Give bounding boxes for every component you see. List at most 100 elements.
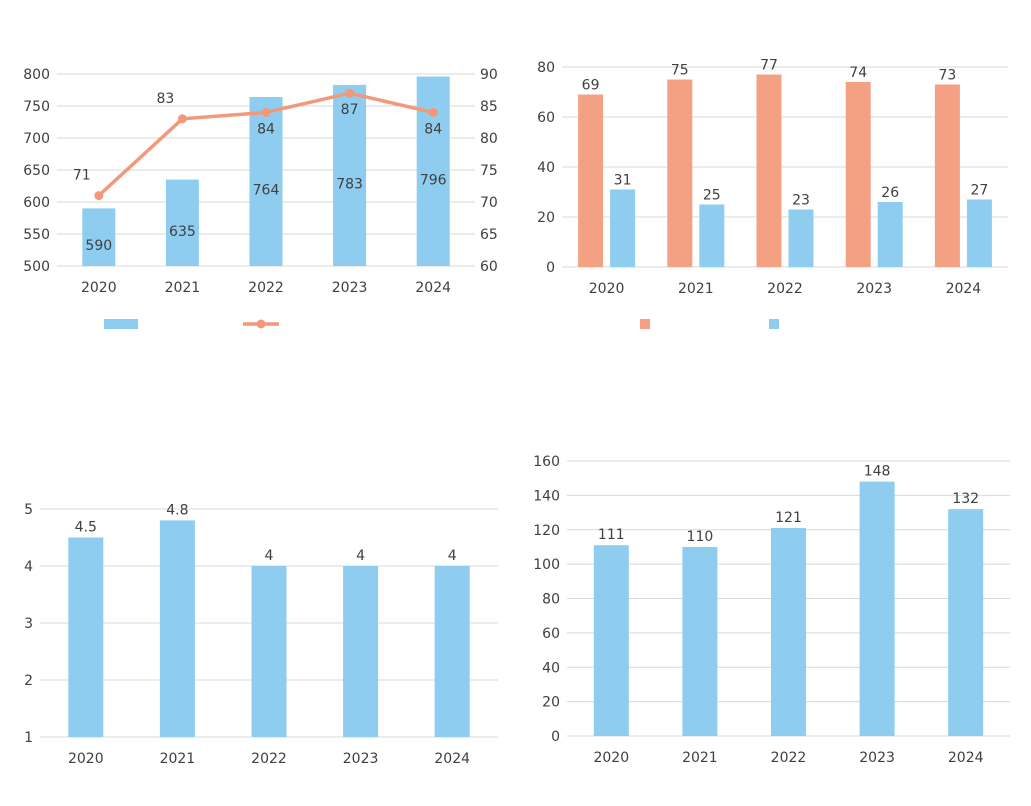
x-tick-label: 2021 [165, 280, 201, 296]
y-tick-label: 3 [24, 616, 33, 632]
y-tick-label: 800 [23, 67, 50, 83]
x-tick-label: 2023 [859, 750, 895, 766]
bar [948, 509, 984, 736]
legend-swatch-bar [104, 319, 138, 329]
bar-value-label: 132 [952, 491, 979, 507]
bar-value-label: 110 [687, 529, 714, 545]
y-tick-label: 650 [23, 163, 50, 179]
x-tick-label: 2020 [589, 281, 625, 297]
x-tick-label: 2022 [767, 281, 803, 297]
y-tick-label: 60 [542, 626, 560, 642]
bar-value-label: 121 [775, 510, 802, 526]
bar-value-label: 4 [265, 548, 274, 564]
bar-value-label: 4.5 [75, 520, 97, 536]
y-tick-label: 140 [533, 488, 560, 504]
chart-1: 500 550 600 650 700 750 800 60 65 70 75 80 85 90 2020 2… [23, 67, 498, 296]
bar [877, 202, 903, 267]
y-tick-label: 2 [24, 673, 33, 689]
bar [251, 566, 287, 737]
x-tick-label: 2020 [81, 280, 117, 296]
y2-tick-label: 60 [480, 259, 498, 275]
bar-value-label: 783 [336, 176, 363, 192]
x-tick-label: 2021 [682, 750, 718, 766]
bar-value-label: 27 [970, 183, 988, 199]
bar-value-label: 111 [598, 527, 625, 543]
y-tick-label: 1 [24, 730, 33, 746]
legend [640, 319, 779, 329]
y2-tick-label: 70 [480, 195, 498, 211]
bar [756, 74, 782, 267]
line-value-label: 84 [257, 121, 275, 137]
y-tick-label: 4 [24, 559, 33, 575]
bar-value-label: 4 [448, 548, 457, 564]
y-tick-label: 700 [23, 131, 50, 147]
y-tick-label: 60 [537, 110, 555, 126]
x-tick-label: 2021 [160, 751, 196, 767]
bar [771, 528, 806, 736]
line-point [428, 107, 438, 117]
x-tick-label: 2020 [593, 750, 629, 766]
y-tick-label: 550 [23, 227, 50, 243]
y-tick-label: 5 [24, 502, 33, 518]
x-tick-label: 2024 [415, 280, 451, 296]
legend [104, 319, 279, 329]
bar [343, 566, 379, 737]
bar [249, 97, 283, 266]
y-tick-label: 40 [542, 660, 560, 676]
y-tick-label: 20 [537, 210, 555, 226]
line-point [94, 191, 104, 201]
bar [593, 545, 629, 736]
chart-4: 0 20 40 60 80 100 120 140 160 2020 2021 2022 2023 202… [533, 454, 1010, 766]
y2-tick-label: 90 [480, 67, 498, 83]
line-value-label: 83 [156, 91, 174, 107]
line-point [261, 107, 271, 117]
x-tick-label: 2023 [856, 281, 892, 297]
bar-value-label: 25 [703, 188, 721, 204]
bar [845, 82, 871, 267]
bar-value-label: 75 [671, 63, 689, 79]
bar-value-label: 4 [356, 548, 365, 564]
bar-value-label: 31 [614, 173, 632, 189]
bar [667, 79, 693, 267]
line-value-label: 87 [341, 102, 359, 118]
line-value-label: 84 [424, 121, 442, 137]
y2-tick-label: 80 [480, 131, 498, 147]
bar-value-label: 77 [760, 58, 778, 74]
x-tick-label: 2021 [678, 281, 714, 297]
bar [859, 481, 895, 736]
bar-value-label: 148 [864, 464, 891, 480]
bar [165, 179, 199, 266]
bar [682, 546, 718, 736]
x-tick-label: 2023 [343, 751, 379, 767]
bar-value-label: 590 [85, 238, 112, 254]
bar-value-label: 635 [169, 224, 196, 240]
x-tick-label: 2020 [68, 751, 104, 767]
line-point [345, 88, 355, 98]
y-tick-label: 100 [533, 557, 560, 573]
x-tick-label: 2024 [948, 750, 984, 766]
x-tick-label: 2022 [248, 280, 284, 296]
bar [578, 94, 604, 267]
y-tick-label: 600 [23, 195, 50, 211]
bar [434, 566, 470, 737]
x-tick-label: 2024 [434, 751, 470, 767]
y-tick-label: 500 [23, 259, 50, 275]
y2-tick-label: 75 [480, 163, 498, 179]
y-tick-label: 160 [533, 454, 560, 470]
chart-3: 1 2 3 4 5 2020 2021 2022 2023 2024 4.5 4.8 4 4 4 [24, 502, 498, 767]
bar-value-label: 4.8 [166, 502, 188, 518]
y-tick-label: 0 [551, 729, 560, 745]
y-tick-label: 20 [542, 695, 560, 711]
x-tick-label: 2024 [946, 281, 982, 297]
bar-value-label: 73 [938, 68, 956, 84]
bar [416, 76, 450, 266]
y2-tick-label: 85 [480, 99, 498, 115]
y-tick-label: 0 [546, 260, 555, 276]
x-tick-label: 2022 [771, 750, 807, 766]
y-tick-label: 40 [537, 160, 555, 176]
bar-value-label: 74 [849, 65, 867, 81]
y-tick-label: 120 [533, 523, 560, 539]
bar [934, 84, 960, 267]
bar [788, 209, 814, 267]
